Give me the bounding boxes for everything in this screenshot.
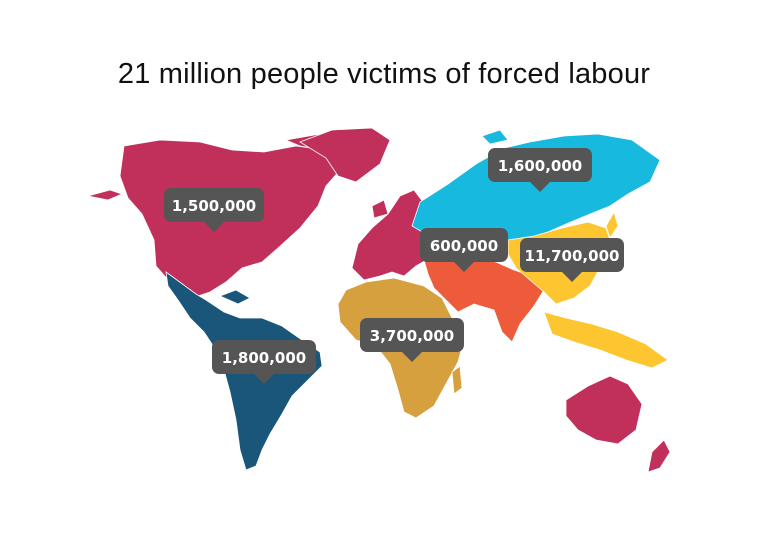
region-oceania <box>565 375 671 473</box>
svg-text:1,800,000: 1,800,000 <box>222 349 306 367</box>
svg-text:1,500,000: 1,500,000 <box>172 197 256 215</box>
svg-text:1,600,000: 1,600,000 <box>498 157 582 175</box>
callout-africa: 3,700,000 <box>360 318 464 362</box>
svg-text:11,700,000: 11,700,000 <box>525 247 620 265</box>
callout-russia-central-asia: 1,600,000 <box>488 148 592 192</box>
region-greenland <box>299 127 391 183</box>
callout-asia-pacific: 11,700,000 <box>520 238 624 282</box>
svg-text:600,000: 600,000 <box>430 237 498 255</box>
svg-text:3,700,000: 3,700,000 <box>370 327 454 345</box>
callout-latin-america: 1,800,000 <box>212 340 316 384</box>
callout-north-america: 1,500,000 <box>164 188 264 232</box>
callout-middle-east: 600,000 <box>420 228 508 272</box>
map-title: 21 million people victims of forced labo… <box>117 58 651 90</box>
